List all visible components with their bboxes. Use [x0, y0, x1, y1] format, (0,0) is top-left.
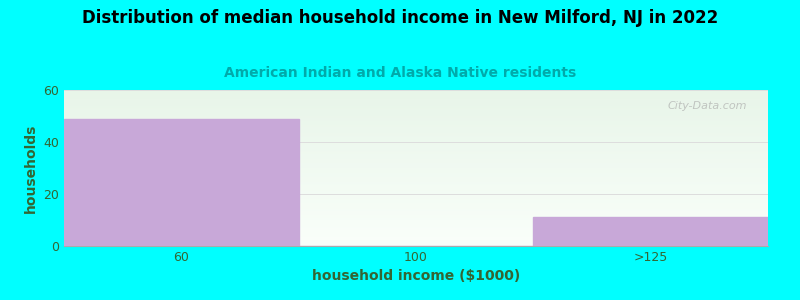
Text: City-Data.com: City-Data.com — [667, 101, 747, 111]
Bar — [534, 218, 768, 246]
X-axis label: household income ($1000): household income ($1000) — [312, 269, 520, 284]
Text: Distribution of median household income in New Milford, NJ in 2022: Distribution of median household income … — [82, 9, 718, 27]
Y-axis label: households: households — [24, 123, 38, 213]
Text: American Indian and Alaska Native residents: American Indian and Alaska Native reside… — [224, 66, 576, 80]
Bar — [64, 118, 298, 246]
